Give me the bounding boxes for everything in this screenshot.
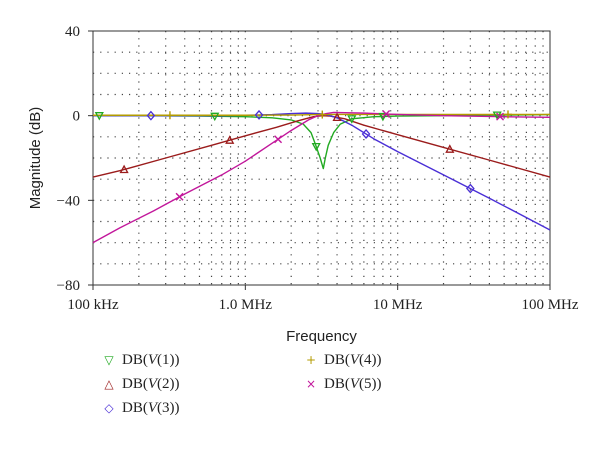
legend-label: DB(V(5)) bbox=[324, 376, 382, 392]
legend-item-5: × DB(V(5)) bbox=[298, 374, 382, 394]
legend-item-4: + DB(V(4)) bbox=[298, 350, 382, 370]
y-tick-label: 40 bbox=[65, 24, 80, 40]
series-line-4 bbox=[93, 113, 550, 116]
series-marker-1 bbox=[378, 112, 388, 122]
series-markers bbox=[94, 109, 512, 201]
y-tick-label: −40 bbox=[57, 193, 80, 209]
x-tick-label: 10 MHz bbox=[373, 297, 423, 313]
x-tick-label: 1.0 MHz bbox=[219, 297, 273, 313]
legend-marker-triangle-down-icon: ▽ bbox=[104, 353, 114, 367]
legend-label: DB(V(3)) bbox=[122, 400, 180, 416]
series-line-2 bbox=[92, 114, 551, 178]
series-marker-5 bbox=[175, 192, 184, 201]
series-marker-1 bbox=[94, 112, 104, 121]
series-marker-1 bbox=[347, 115, 357, 124]
series-marker-5 bbox=[274, 135, 283, 144]
x-axis-title: Frequency bbox=[286, 328, 357, 345]
series-marker-5 bbox=[382, 109, 391, 118]
series-marker-1 bbox=[210, 112, 220, 122]
series-marker-3 bbox=[361, 129, 371, 139]
y-axis-title: Magnitude (dB) bbox=[27, 107, 44, 210]
series-marker-4 bbox=[318, 110, 327, 119]
series-line-1 bbox=[93, 113, 551, 170]
legend-item-2: △ DB(V(2)) bbox=[96, 374, 180, 394]
series-marker-3 bbox=[465, 183, 475, 194]
series-marker-4 bbox=[503, 110, 512, 119]
legend-marker-plus-icon: + bbox=[305, 353, 317, 367]
legend-item-3: ◇ DB(V(3)) bbox=[96, 398, 180, 418]
series-marker-3 bbox=[146, 110, 156, 121]
series-line-3 bbox=[93, 112, 551, 231]
y-tick-label: −80 bbox=[57, 278, 80, 294]
series-marker-2 bbox=[225, 135, 235, 144]
axis-ticks: 100 kHz 1.0 MHz 10 MHz 100 MHz 40 0 −40 −80 bbox=[57, 24, 579, 313]
x-tick-label: 100 MHz bbox=[521, 297, 578, 313]
y-tick-label: 0 bbox=[73, 109, 81, 125]
legend-marker-x-icon: × bbox=[305, 377, 317, 391]
plot-frame bbox=[92, 30, 551, 286]
series-marker-5 bbox=[496, 112, 505, 121]
legend-marker-diamond-icon: ◇ bbox=[104, 401, 114, 415]
series-marker-4 bbox=[165, 111, 174, 120]
series-lines bbox=[92, 111, 551, 244]
x-tick-label: 100 kHz bbox=[67, 297, 119, 313]
legend-marker-triangle-up-icon: △ bbox=[104, 377, 114, 391]
series-marker-2 bbox=[119, 164, 129, 174]
legend-item-1: ▽ DB(V(1)) bbox=[96, 350, 180, 370]
legend-label: DB(V(2)) bbox=[122, 376, 180, 392]
series-marker-3 bbox=[254, 109, 264, 120]
legend-label: DB(V(4)) bbox=[324, 352, 382, 368]
legend-label: DB(V(1)) bbox=[122, 352, 180, 368]
series-marker-1 bbox=[311, 142, 321, 152]
series-marker-2 bbox=[445, 144, 455, 153]
series-line-5 bbox=[92, 111, 551, 244]
series-marker-2 bbox=[332, 112, 342, 122]
